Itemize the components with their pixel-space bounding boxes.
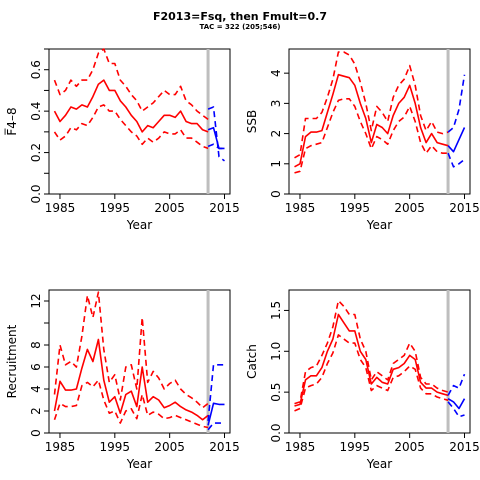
- y-tick-label: 3: [269, 100, 283, 108]
- y-tick-label: 1: [269, 160, 283, 168]
- y-tick-label: 12: [29, 293, 43, 308]
- x-tick-label: 2015: [449, 440, 480, 454]
- panel-ssb: 1985 1995 2005 2015 0 1 2 3 4 Year SSB: [245, 48, 480, 232]
- x-tick-label: 2015: [209, 201, 240, 215]
- forecast-estimate-line: [447, 127, 466, 153]
- forecast-estimate-line: [207, 402, 225, 426]
- x-axis-title: Year: [366, 457, 392, 471]
- y-tick-label: 2: [269, 130, 283, 138]
- x-tick-label: 2015: [209, 440, 240, 454]
- forecast-bound-line: [447, 152, 466, 168]
- y-tick-label: 4: [269, 69, 283, 77]
- y-axis-title: SSB: [245, 110, 259, 133]
- plot-frame: [288, 48, 471, 195]
- x-tick-label: 1985: [285, 201, 316, 215]
- forecast-bound-line: [447, 401, 465, 418]
- forecast-bound-line: [207, 422, 225, 431]
- historic-estimate-line: [53, 338, 209, 421]
- forecast-bound-line: [207, 143, 225, 150]
- historic-estimate-line: [53, 79, 209, 133]
- plot-frame: [48, 48, 231, 195]
- historic-estimate-line: [294, 73, 449, 168]
- figure-title: F2013=Fsq, then Fmult=0.7: [152, 10, 328, 23]
- y-tick-label: 0.0: [29, 184, 43, 203]
- y-tick-label: 1.5: [269, 301, 283, 320]
- y-tick-label: 4: [29, 385, 43, 393]
- x-tick-label: 1995: [340, 201, 371, 215]
- y-tick-label: 0: [29, 429, 43, 437]
- x-axis-title: Year: [126, 218, 152, 232]
- x-tick-label: 2005: [394, 440, 425, 454]
- forecast-bound-line: [447, 74, 466, 133]
- y-axis-title: F̅4–8: [4, 107, 19, 135]
- y-tick-label: 0.6: [29, 60, 43, 79]
- panel-recruitment: 1985 1995 2005 2015 0 2 4 6 8 12 Year Recruitment: [5, 289, 240, 471]
- y-tick-label: 8: [29, 341, 43, 349]
- y-tick-label: 6: [29, 363, 43, 371]
- x-tick-label: 1985: [45, 201, 76, 215]
- y-tick-label: 2: [29, 407, 43, 415]
- x-axis-title: Year: [366, 218, 392, 232]
- historic-bound-line: [53, 104, 209, 150]
- x-tick-label: 1995: [100, 440, 131, 454]
- forecast-estimate-line: [447, 398, 466, 410]
- figure-subtitle: TAC = 322 (205;546): [199, 23, 281, 31]
- panel-catch: 1985 1995 2005 2015 0.0 0.5 1.0 1.5 Year Catch: [245, 289, 480, 471]
- y-tick-label: 0.5: [269, 383, 283, 402]
- x-tick-label: 2005: [154, 201, 185, 215]
- y-axis-title: Catch: [245, 344, 259, 379]
- y-tick-label: 0.2: [29, 143, 43, 162]
- x-axis-title: Year: [126, 457, 152, 471]
- historic-bound-line: [53, 291, 209, 409]
- x-tick-label: 1985: [285, 440, 316, 454]
- historic-bound-line: [53, 379, 209, 429]
- x-tick-label: 2005: [394, 201, 425, 215]
- y-tick-label: 0: [269, 190, 283, 198]
- x-tick-label: 1995: [100, 201, 131, 215]
- x-tick-label: 2005: [154, 440, 185, 454]
- y-tick-label: 0.0: [269, 423, 283, 442]
- y-axis-title: Recruitment: [5, 324, 19, 398]
- y-tick-label: 1.0: [269, 342, 283, 361]
- x-tick-label: 1985: [45, 440, 76, 454]
- historic-bound-line: [294, 98, 449, 174]
- forecast-bound-line: [207, 363, 225, 421]
- forecast-bound-line: [207, 106, 225, 162]
- y-tick-label: 0.4: [29, 102, 43, 121]
- x-tick-label: 1995: [340, 440, 371, 454]
- historic-bound-line: [294, 51, 449, 159]
- plot-frame: [288, 289, 471, 434]
- panel-f: 1985 1995 2005 2015 0.0 0.2 0.4 0.6 Year F̅4–8: [4, 48, 240, 232]
- historic-bound-line: [294, 334, 449, 412]
- x-tick-label: 2015: [449, 201, 480, 215]
- historic-estimate-line: [294, 313, 449, 407]
- forecast-bound-line: [447, 373, 466, 396]
